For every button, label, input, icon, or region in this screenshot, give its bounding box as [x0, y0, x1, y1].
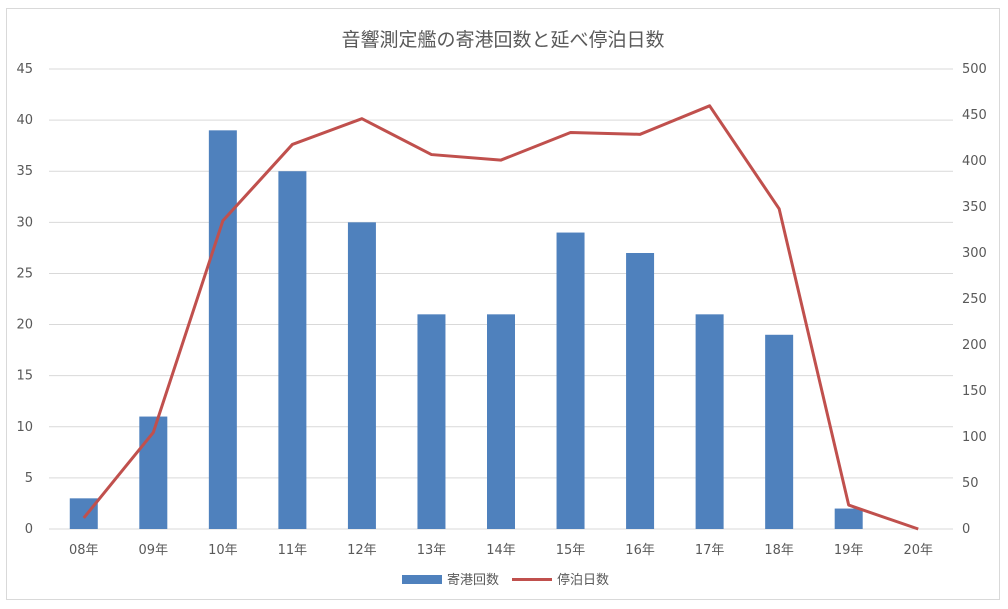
- chart-frame: 音響測定艦の寄港回数と延べ停泊日数 0 5 10 15 20 25 30 35 40 45 0 50…: [6, 8, 1000, 600]
- bar-series: [69, 130, 863, 530]
- right-tick-label: 450: [962, 108, 987, 123]
- x-tick-label: 12年: [347, 543, 377, 558]
- x-tick-label: 16年: [625, 543, 655, 558]
- left-tick-label: 35: [16, 164, 33, 179]
- left-tick-label: 40: [16, 113, 33, 128]
- x-tick-label: 11年: [278, 543, 308, 558]
- right-tick-label: 150: [962, 384, 987, 399]
- line-series: [82, 104, 919, 531]
- x-tick-label: 15年: [556, 543, 586, 558]
- right-tick-label: 350: [962, 200, 987, 215]
- bar: [765, 334, 794, 529]
- right-tick-label: 250: [962, 292, 987, 307]
- x-tick-label: 17年: [695, 543, 725, 558]
- left-tick-label: 25: [16, 266, 33, 281]
- right-tick-label: 400: [962, 154, 987, 169]
- left-tick-label: 10: [16, 420, 33, 435]
- left-tick-label: 5: [25, 471, 33, 486]
- bar: [347, 222, 376, 530]
- bar: [556, 232, 585, 530]
- x-axis: 08年 09年 10年 11年 12年 13年 14年 15年 16年 17年 18年 19年 20年: [69, 543, 933, 558]
- legend-label-line: 停泊日数: [557, 572, 609, 588]
- bar: [695, 314, 724, 529]
- left-tick-label: 0: [25, 522, 33, 537]
- right-tick-label: 200: [962, 338, 987, 353]
- x-tick-label: 19年: [834, 543, 864, 558]
- left-tick-label: 20: [16, 318, 33, 333]
- combo-chart: 音響測定艦の寄港回数と延べ停泊日数 0 5 10 15 20 25 30 35 40 45 0 50…: [16, 29, 987, 588]
- right-tick-label: 300: [962, 246, 987, 261]
- bar: [417, 314, 446, 529]
- line-path: [82, 104, 919, 531]
- right-y-axis: 0 50 100 150 200 250 300 350 400 450 500: [962, 62, 987, 537]
- legend: 寄港回数 停泊日数: [402, 572, 609, 588]
- right-tick-label: 100: [962, 430, 987, 445]
- x-tick-label: 14年: [486, 543, 516, 558]
- bar: [208, 130, 237, 529]
- left-tick-label: 30: [16, 215, 33, 230]
- bar: [834, 508, 863, 529]
- x-tick-label: 09年: [139, 543, 169, 558]
- chart-title: 音響測定艦の寄港回数と延べ停泊日数: [341, 29, 664, 51]
- x-tick-label: 18年: [764, 543, 794, 558]
- legend-label-bar: 寄港回数: [447, 572, 499, 588]
- right-tick-label: 0: [962, 522, 970, 537]
- left-tick-label: 15: [16, 369, 33, 384]
- x-tick-label: 08年: [69, 543, 99, 558]
- left-y-axis: 0 5 10 15 20 25 30 35 40 45: [16, 62, 33, 537]
- bar: [139, 416, 168, 529]
- x-tick-label: 10年: [208, 543, 238, 558]
- right-tick-label: 50: [962, 476, 979, 491]
- bar: [69, 498, 98, 529]
- x-tick-label: 13年: [417, 543, 447, 558]
- left-tick-label: 45: [16, 62, 33, 77]
- bar: [626, 253, 655, 529]
- legend-swatch-bar: [402, 575, 442, 584]
- bar: [487, 314, 515, 529]
- bar: [278, 171, 307, 529]
- right-tick-label: 500: [962, 62, 987, 77]
- x-tick-label: 20年: [903, 543, 933, 558]
